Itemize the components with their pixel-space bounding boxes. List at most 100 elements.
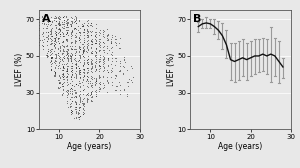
Point [69, 84, 74, 87]
Point [97, 34, 102, 36]
Point [81, 65, 85, 68]
Point [101, 69, 106, 72]
Point [108, 63, 113, 66]
Point [89, 39, 94, 42]
Point [48, 23, 53, 26]
Point [93, 42, 98, 45]
Point [52, 36, 57, 39]
Point [84, 66, 89, 69]
Point [45, 20, 50, 23]
Point [41, 18, 46, 21]
Point [61, 16, 65, 18]
Point [45, 50, 50, 53]
Point [77, 48, 82, 51]
Point [77, 46, 82, 48]
Point [61, 19, 66, 21]
Point [89, 49, 94, 52]
Point [53, 33, 58, 36]
Point [56, 15, 61, 18]
Point [49, 39, 54, 41]
Point [125, 81, 130, 83]
Point [116, 46, 121, 49]
Point [50, 48, 54, 50]
Point [84, 58, 89, 61]
Point [100, 46, 105, 49]
Point [58, 24, 62, 27]
Point [65, 19, 70, 22]
Point [94, 47, 98, 50]
Point [110, 59, 114, 62]
Point [56, 86, 61, 89]
Point [100, 31, 105, 33]
Point [88, 51, 93, 54]
Point [68, 15, 73, 18]
Point [77, 55, 82, 58]
Point [44, 27, 49, 30]
Point [56, 40, 61, 43]
Point [69, 70, 74, 73]
Point [68, 40, 73, 43]
Point [61, 32, 66, 34]
Point [74, 51, 79, 54]
Point [45, 34, 50, 36]
Point [54, 31, 58, 33]
Point [60, 69, 65, 71]
Point [77, 99, 82, 101]
Point [72, 89, 77, 92]
Point [88, 93, 93, 95]
Point [53, 16, 58, 18]
Point [90, 64, 94, 67]
Point [76, 113, 81, 115]
Point [84, 24, 89, 26]
Point [40, 31, 45, 34]
Point [65, 68, 70, 70]
Point [77, 106, 82, 108]
Point [48, 49, 53, 52]
Point [69, 75, 74, 78]
Point [88, 93, 93, 95]
Point [69, 108, 74, 111]
Point [57, 82, 62, 84]
Point [68, 44, 73, 47]
Point [85, 32, 90, 34]
Point [85, 43, 90, 46]
Point [70, 74, 74, 77]
Point [93, 58, 98, 60]
Point [125, 93, 130, 96]
Point [68, 60, 73, 62]
Point [113, 56, 118, 59]
Point [36, 40, 41, 43]
Point [61, 16, 65, 18]
Point [49, 56, 54, 59]
Point [45, 30, 50, 33]
Point [68, 111, 73, 114]
Point [61, 76, 66, 78]
Point [90, 42, 95, 45]
Point [73, 53, 78, 56]
Point [76, 108, 81, 111]
Point [56, 28, 61, 31]
Point [61, 66, 66, 69]
Point [48, 33, 53, 36]
Point [81, 31, 86, 33]
Point [82, 21, 87, 24]
Point [53, 43, 58, 46]
Point [53, 59, 58, 62]
Point [70, 110, 74, 113]
Point [65, 26, 70, 28]
Point [101, 33, 106, 36]
Point [80, 111, 85, 113]
Point [82, 39, 86, 41]
Point [49, 27, 54, 30]
Point [66, 58, 70, 61]
Point [88, 22, 93, 25]
Point [69, 47, 74, 50]
Point [60, 92, 65, 94]
Point [50, 34, 54, 37]
Point [88, 80, 93, 83]
Point [49, 42, 54, 44]
Point [61, 75, 66, 78]
Point [80, 53, 85, 56]
Point [61, 55, 66, 57]
Point [73, 65, 78, 68]
